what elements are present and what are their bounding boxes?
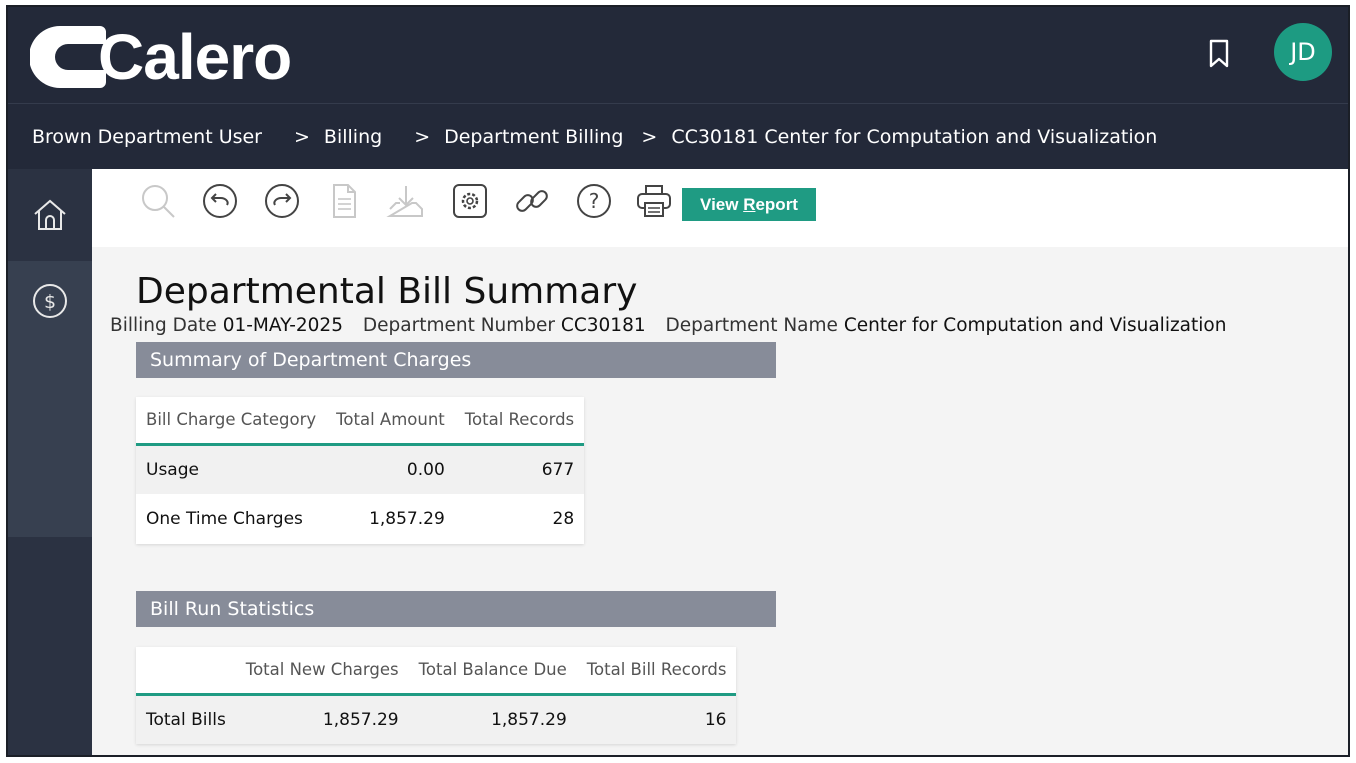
table-cell: Total Bills (136, 694, 236, 744)
breadcrumb-separator: > (641, 125, 658, 148)
settings-icon[interactable] (450, 181, 490, 221)
summary-section-header: Summary of Department Charges (136, 342, 776, 378)
svg-text:$: $ (44, 291, 56, 313)
breadcrumb-item-department-billing[interactable]: Department Billing (444, 125, 624, 148)
table-row: Total Bills 1,857.29 1,857.29 16 (136, 694, 737, 744)
breadcrumb-separator: > (414, 125, 431, 148)
home-icon (34, 199, 66, 230)
link-icon[interactable] (512, 181, 552, 221)
stats-table-card: Total New Charges Total Balance Due Tota… (136, 647, 737, 744)
user-avatar[interactable]: JD (1274, 23, 1332, 81)
table-cell: Usage (136, 444, 327, 494)
column-header: Total Balance Due (408, 647, 577, 696)
department-number-label: Department Number (362, 315, 556, 336)
bookmark-icon[interactable] (1208, 39, 1230, 69)
table-cell: 1,857.29 (235, 694, 409, 744)
svg-text:?: ? (589, 189, 600, 213)
department-name-value: Center for Computation and Visualization (843, 315, 1227, 336)
table-cell: 1,857.29 (369, 509, 445, 529)
view-report-label-accesskey: R (743, 194, 756, 214)
column-header: Bill Charge Category (136, 397, 327, 446)
sidebar-item-home[interactable] (8, 169, 92, 261)
sidebar: $ (8, 169, 92, 755)
column-header: Total Records (454, 397, 585, 446)
department-number-value: CC30181 (560, 315, 646, 336)
table-cell: 16 (576, 694, 737, 744)
page-title: Departmental Bill Summary (136, 271, 638, 312)
logo-c-mark-icon (30, 26, 106, 88)
breadcrumb-item-department[interactable]: CC30181 Center for Computation and Visua… (671, 125, 1158, 148)
sidebar-item-billing[interactable]: $ (8, 261, 92, 537)
app-window: Calero JD Brown Department User > Billin… (6, 5, 1350, 757)
stats-section-header: Bill Run Statistics (136, 591, 776, 627)
breadcrumb-item-billing[interactable]: Billing (323, 125, 383, 148)
summary-table-card: Bill Charge Category Total Amount Total … (136, 397, 585, 544)
table-cell: 677 (454, 444, 585, 494)
dollar-circle-icon: $ (33, 284, 67, 318)
view-report-label-pre: View (700, 194, 744, 214)
column-header (136, 647, 236, 696)
table-cell: One Time Charges (146, 509, 303, 529)
department-name-label: Department Name (665, 315, 838, 336)
breadcrumb-separator: > (294, 125, 310, 148)
table-cell: 0.00 (326, 444, 455, 494)
help-icon[interactable]: ? (574, 181, 614, 221)
main-content: Departmental Bill Summary Billing Date 0… (92, 247, 1348, 755)
column-header: Total Bill Records (576, 647, 737, 696)
redo-icon[interactable] (262, 181, 302, 221)
table-row: Usage 0.00 677 (136, 444, 585, 494)
download-icon[interactable] (386, 181, 426, 221)
breadcrumb-item-user[interactable]: Brown Department User (32, 125, 262, 148)
undo-icon[interactable] (200, 181, 240, 221)
top-header: Calero JD (8, 7, 1348, 103)
print-icon[interactable] (634, 181, 674, 221)
table-cell: 28 (552, 509, 575, 529)
logo-text: Calero (98, 21, 292, 93)
calero-logo[interactable]: Calero (30, 17, 292, 97)
stats-table: Total New Charges Total Balance Due Tota… (136, 647, 737, 744)
column-header: Total New Charges (235, 647, 409, 696)
view-report-label-post: eport (755, 194, 798, 214)
summary-table: Bill Charge Category Total Amount Total … (136, 397, 585, 544)
breadcrumb: Brown Department User > Billing > Depart… (8, 103, 1348, 169)
document-icon[interactable] (324, 181, 364, 221)
billing-date-value: 01-MAY-2025 (222, 315, 343, 336)
bill-meta: Billing Date 01-MAY-2025 Department Numb… (110, 315, 1240, 336)
table-cell: 1,857.29 (408, 694, 577, 744)
column-header: Total Amount (326, 397, 455, 446)
search-icon[interactable] (138, 181, 178, 221)
billing-date-label: Billing Date (110, 315, 217, 336)
table-row: One Time Charges 1,857.29 28 (136, 494, 584, 544)
